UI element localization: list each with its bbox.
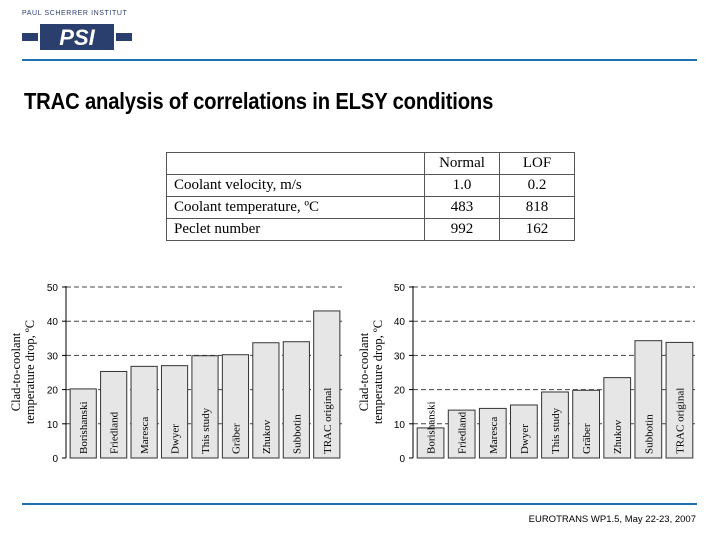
table-row-label: Peclet number [166,218,425,241]
y-tick-label: 20 [394,386,406,397]
y-axis-label: Clad-to-coolant [9,332,23,411]
y-axis-label: temperature drop, ºC [371,320,385,424]
bar-category-label: TRAC original [674,388,686,454]
table-row: Coolant velocity, m/s 1.0 0.2 [166,174,575,197]
logo-mark-text: PSI [59,25,95,50]
table-cell-normal: 1.0 [424,174,500,197]
bar-category-label: Maresca [139,417,151,454]
bar [191,355,219,459]
logo-institute-name: PAUL SCHERRER INSTITUT [22,10,128,17]
bar-category-label: Dwyer [170,424,182,454]
bar-category-label: Gräber [581,423,593,454]
bar [478,407,507,459]
bar-category-label: Subbotin [291,414,303,454]
bar [447,409,476,459]
bar-category-label: Subbotin [643,414,655,454]
bar-category-label: Borishanski [78,401,90,454]
header-rule [22,59,697,61]
conditions-table: Normal LOF Coolant velocity, m/s 1.0 0.2… [166,152,575,241]
bar-category-label: TRAC original [322,388,334,454]
bar-category-label: Zhukov [261,419,273,454]
psi-logo: PAUL SCHERRER INSTITUT PSI [22,10,132,52]
table-header-cell: LOF [499,152,575,175]
table-cell-lof: 0.2 [499,174,575,197]
table-cell-normal: 992 [424,218,500,241]
table-cell-normal: 483 [424,196,500,219]
y-tick-label: 0 [399,454,405,465]
bar-category-label: Maresca [488,417,500,454]
bar [665,341,694,459]
bar-category-label: This study [550,407,562,454]
bar-category-label: Friedland [109,411,121,454]
bar-category-label: Zhukov [612,419,624,454]
y-tick-label: 30 [394,351,406,362]
table-header-cell: Normal [424,152,500,175]
y-axis-label: Clad-to-coolant [357,332,371,411]
bar-category-label: Friedland [457,411,469,454]
psi-logo-mark: PSI [22,24,132,50]
table-row: Coolant temperature, ºC 483 818 [166,196,575,219]
bar [130,365,158,459]
y-tick-label: 40 [394,317,406,328]
bar-category-label: This study [200,407,212,454]
bar [510,404,538,459]
y-tick-label: 50 [394,283,406,294]
bar [221,354,250,459]
bar [603,377,632,459]
y-tick-label: 10 [394,420,406,431]
table-row: Peclet number 992 162 [166,218,575,241]
table-cell-lof: 818 [499,196,575,219]
bar [252,342,280,459]
slide-title: TRAC analysis of correlations in ELSY co… [24,88,494,114]
footer-text: EUROTRANS WP1.5, May 22-23, 2007 [528,514,696,525]
y-tick-label: 50 [47,283,59,294]
y-axis-label: temperature drop, ºC [23,320,37,424]
table-row-label: Coolant temperature, ºC [166,196,425,219]
y-tick-label: 0 [52,454,58,465]
bar-chart-normal: 0 10 20 30 40 50 Borishanski Friedland Maresca Dw… [9,283,342,465]
table-cell-lof: 162 [499,218,575,241]
bar [282,341,310,459]
y-tick-label: 30 [47,351,59,362]
bar [100,370,128,459]
bar [416,427,445,459]
table-header-cell [166,152,425,175]
bar [634,340,663,459]
bar-chart-lof: 0 10 20 30 40 50 Borishanski Friedland Maresca Dw… [357,283,695,465]
bar-category-label: Dwyer [519,424,531,454]
y-tick-label: 20 [47,386,59,397]
table-row-label: Coolant velocity, m/s [166,174,425,197]
footer-rule [22,503,697,505]
bar-category-label: Borishanski [426,401,438,454]
bar [69,388,97,459]
y-tick-label: 10 [47,420,59,431]
y-tick-label: 40 [47,317,59,328]
bar [313,310,341,459]
bar [541,391,569,459]
bar [160,365,189,459]
bar-category-label: Gräber [230,423,242,454]
table-header-row: Normal LOF [166,152,575,175]
bar [572,389,600,459]
